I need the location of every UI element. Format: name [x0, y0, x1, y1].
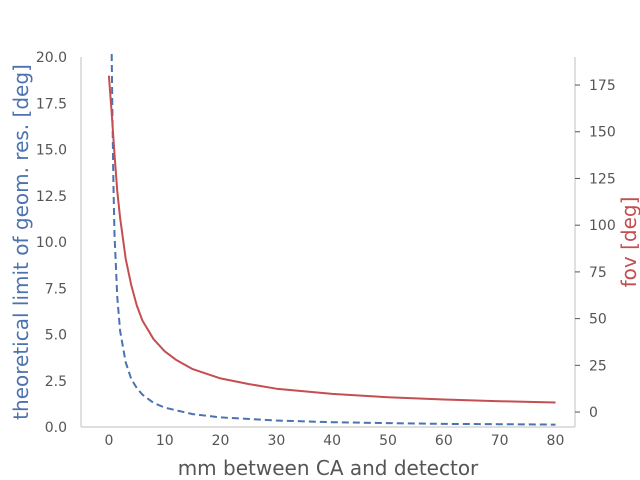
- left-y-tick-label: 20.0: [36, 50, 67, 66]
- x-tick-label: 30: [267, 433, 285, 449]
- right-y-tick-label: 25: [589, 358, 607, 374]
- x-tick-label: 0: [104, 433, 113, 449]
- x-tick-label: 20: [212, 433, 230, 449]
- right-y-tick-label: 125: [589, 171, 616, 187]
- right-y-tick-label: 100: [589, 218, 616, 234]
- x-tick-label: 10: [156, 433, 174, 449]
- x-tick-label: 50: [379, 433, 397, 449]
- x-tick-label: 80: [547, 433, 565, 449]
- left-y-tick-label: 12.5: [36, 189, 67, 205]
- right-y-axis-ticks: 0 25 50 75 100 125 150 175: [575, 78, 616, 421]
- x-tick-label: 40: [323, 433, 341, 449]
- right-y-tick-label: 175: [589, 78, 616, 94]
- left-y-tick-label: 17.5: [36, 96, 67, 112]
- right-y-tick-label: 50: [589, 312, 607, 328]
- x-axis-ticks: 0 10 20 30 40 50 60 70 80: [104, 433, 564, 449]
- right-y-tick-label: 75: [589, 265, 607, 281]
- left-y-axis-ticks: 0.0 2.5 5.0 7.5 10.0 12.5 15.0 17.5 20.0: [36, 50, 67, 436]
- x-tick-label: 60: [435, 433, 453, 449]
- left-y-tick-label: 15.0: [36, 143, 67, 159]
- left-y-tick-label: 10.0: [36, 235, 67, 251]
- right-y-axis-title: fov [deg]: [617, 197, 640, 288]
- geom-res-series-line: [110, 53, 556, 426]
- series-layer: [107, 53, 556, 426]
- left-y-tick-label: 0.0: [45, 420, 67, 436]
- left-y-tick-label: 2.5: [45, 374, 67, 390]
- left-y-axis-title: theoretical limit of geom. res. [deg]: [9, 64, 33, 420]
- left-y-tick-label: 7.5: [45, 281, 67, 297]
- right-y-tick-label: 0: [589, 405, 598, 421]
- fov-series-line: [107, 75, 556, 404]
- right-y-tick-label: 150: [589, 125, 616, 141]
- x-axis-title: mm between CA and detector: [178, 456, 479, 480]
- left-y-tick-label: 5.0: [45, 328, 67, 344]
- x-tick-label: 70: [491, 433, 509, 449]
